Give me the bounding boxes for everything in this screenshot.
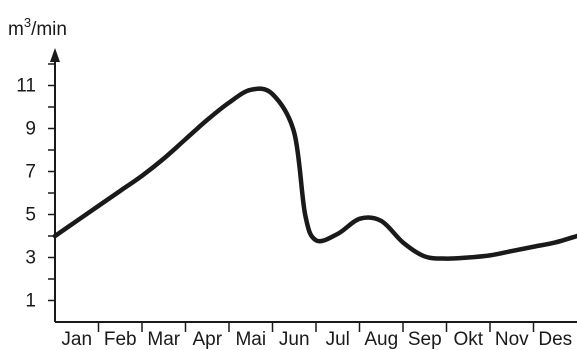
x-tick-label: Jun [279,329,310,350]
x-tick-label: Jul [326,329,350,350]
y-tick-label: 7 [25,162,36,183]
x-tick-label: Aug [364,329,398,350]
y-tick-label: 1 [25,291,36,312]
y-axis-arrowhead [50,48,60,62]
x-tick-label: Apr [192,329,222,350]
y-axis-title-exponent: 3 [24,15,31,30]
x-tick-label: Mai [235,329,266,350]
x-ticks: Jan Feb Mar Apr Mai Jun Jul Aug Sep Okt Nov Des [61,322,572,350]
y-axis-title-rest: /min [31,19,67,40]
y-ticks: 1 3 5 7 9 11 [16,63,55,312]
x-tick-label: Mar [147,329,180,350]
series-lines [52,86,577,261]
x-tick-label: Nov [495,329,529,350]
y-axis-title: m3/min [8,15,67,40]
y-tick-label: 5 [25,205,36,226]
x-tick-label: Des [538,329,572,350]
y-tick-label: 9 [25,119,36,140]
series-line-0 [52,86,577,261]
x-tick-label: Sep [408,329,442,350]
x-tick-label: Jan [61,329,92,350]
y-tick-label: 3 [25,248,36,269]
x-tick-label: Feb [104,329,137,350]
y-axis-title-base: m [8,19,24,40]
svg-text:m3/min: m3/min [8,15,67,40]
x-tick-label: Okt [453,329,483,350]
y-tick-label: 11 [16,76,36,97]
